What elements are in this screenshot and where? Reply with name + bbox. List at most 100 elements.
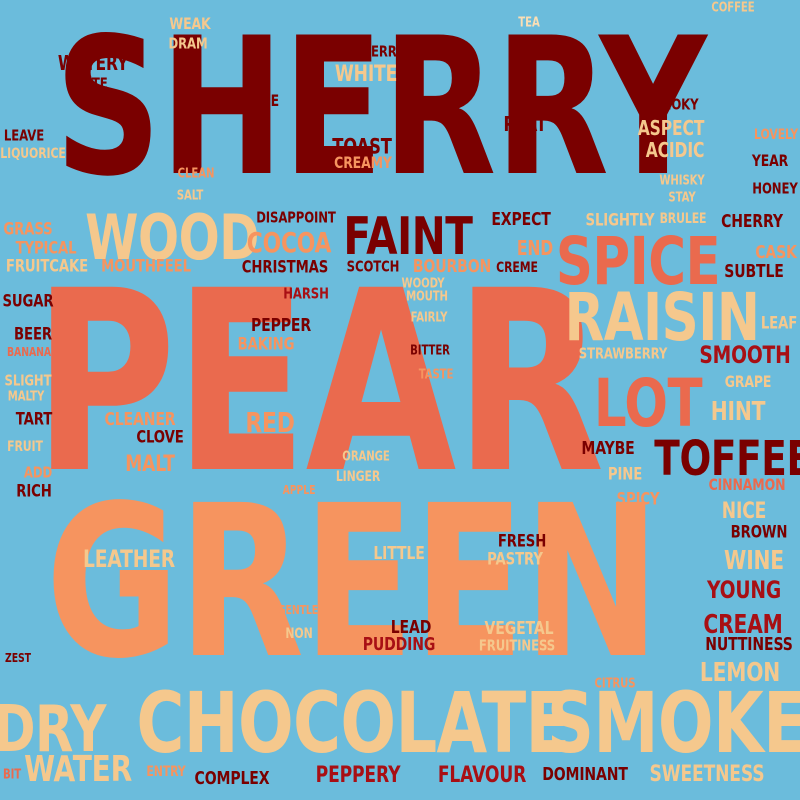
word-brulee: BRULEE [659, 211, 707, 227]
word-toast: TOAST [332, 134, 392, 159]
word-cocoa: COCOA [246, 226, 332, 259]
word-strawberry: STRAWBERRY [578, 344, 668, 363]
word-leave: LEAVE [3, 126, 45, 145]
word-slightly: SLIGHTLY [585, 210, 655, 231]
word-spicy: SPICY [616, 489, 660, 510]
word-end: END [516, 236, 554, 260]
word-banana: BANANA [7, 345, 51, 359]
word-green: GREEN [45, 460, 660, 705]
word-fresh: FRESH [497, 531, 547, 552]
word-mouthfeel: MOUTHFEEL [101, 256, 191, 277]
word-slight: SLIGHT [4, 371, 52, 390]
word-red: RED [245, 406, 295, 439]
word-grape: GRAPE [724, 372, 772, 391]
word-honey: HONEY [752, 179, 798, 198]
word-subtle: SUBTLE [724, 261, 784, 282]
word-salt: SALT [176, 188, 204, 204]
word-whisky: WHISKY [659, 173, 705, 189]
word-cleaner: CLEANER [104, 409, 176, 430]
word-white: WHITE [334, 62, 398, 87]
word-pine: PINE [607, 464, 643, 485]
word-nice: NICE [721, 499, 767, 524]
word-citrus: CITRUS [594, 676, 636, 692]
word-pie: PIE [257, 91, 279, 110]
word-stay: STAY [668, 190, 696, 206]
word-grass: GRASS [3, 219, 53, 240]
word-fruitcake: FRUITCAKE [5, 256, 89, 277]
word-fairly: FAIRLY [410, 310, 448, 326]
word-malt: MALT [125, 452, 175, 477]
word-sugar: SUGAR [2, 291, 54, 312]
word-clove: CLOVE [136, 427, 184, 448]
word-watery: WATERY [57, 51, 129, 75]
word-tea: TEA [518, 15, 540, 31]
word-fruit: FRUIT [7, 439, 43, 455]
word-cask: CASK [755, 242, 797, 263]
word-pear: PEAR [33, 237, 604, 528]
word-lead: LEAD [390, 617, 432, 638]
word-lovely: LOVELY [754, 127, 798, 143]
word-orange: ORANGE [342, 449, 390, 465]
word-maybe: MAYBE [581, 438, 635, 459]
word-toffee: TOFFEE [654, 431, 800, 487]
word-brown: BROWN [730, 522, 788, 543]
word-flavour: FLAVOUR [437, 763, 527, 788]
word-liquorice: LIQUORICE [0, 146, 66, 162]
word-typical: TYPICAL [15, 238, 77, 259]
word-harsh: HARSH [283, 284, 329, 303]
word-creamy: CREAMY [334, 153, 392, 172]
word-year: YEAR [751, 151, 789, 170]
word-baking: BAKING [237, 334, 295, 355]
word-peat: PEAT [503, 112, 547, 136]
word-linger: LINGER [335, 469, 381, 485]
word-peppery: PEPPERY [315, 763, 401, 788]
word-leaf: LEAF [760, 313, 798, 334]
word-creme: CREME [496, 260, 538, 276]
word-malty: MALTY [7, 389, 45, 405]
word-acidic: ACIDIC [645, 138, 705, 162]
word-non: NON [285, 626, 313, 642]
word-pastry: PASTRY [487, 549, 543, 570]
word-lemon: LEMON [699, 658, 781, 688]
word-add: ADD [23, 463, 53, 482]
word-disappoint: DISAPPOINT [256, 208, 336, 227]
word-wood: WOOD [85, 201, 259, 274]
word-water: WATER [24, 749, 132, 790]
word-apple: APPLE [282, 483, 316, 497]
word-rich: RICH [16, 481, 52, 502]
word-cinnamon: CINNAMON [708, 475, 786, 494]
word-weak: WEAK [169, 14, 211, 33]
word-faint: FAINT [343, 207, 473, 267]
word-fruitiness: FRUITINESS [478, 636, 556, 655]
word-bit: BIT [2, 767, 22, 783]
word-pudding: PUDDING [362, 634, 436, 655]
word-expect: EXPECT [491, 209, 551, 230]
word-pepper: PEPPER [250, 315, 312, 336]
word-taste: TASTE [418, 367, 454, 383]
word-cream: CREAM [703, 610, 783, 640]
word-coffee: COFFEE [711, 0, 755, 16]
word-aspect: ASPECT [637, 116, 705, 140]
word-dram: DRAM [168, 34, 208, 53]
word-leather: LEATHER [82, 545, 176, 573]
word-gentle: GENTLE [277, 603, 319, 617]
word-christmas: CHRISTMAS [241, 257, 329, 278]
word-sweetness: SWEETNESS [649, 762, 765, 787]
word-smoky: SMOKY [651, 95, 699, 114]
word-woody: WOODY [401, 276, 445, 292]
word-zest: ZEST [5, 651, 31, 665]
word-cherry: CHERRY [721, 211, 783, 232]
word-scotch: SCOTCH [346, 257, 400, 276]
word-little: LITTLE [373, 543, 425, 564]
word-dominant: DOMINANT [542, 764, 628, 785]
word-vegetal: VEGETAL [484, 618, 554, 639]
word-hint: HINT [710, 397, 766, 427]
word-spice: SPICE [555, 223, 721, 300]
word-dry: DRY [0, 693, 106, 767]
word-wine: WINE [724, 546, 784, 576]
word-complex: COMPLEX [194, 768, 270, 789]
word-nuttiness: NUTTINESS [705, 634, 793, 655]
word-smooth: SMOOTH [699, 341, 791, 369]
word-raspberry: RASPBERRY [327, 42, 405, 61]
